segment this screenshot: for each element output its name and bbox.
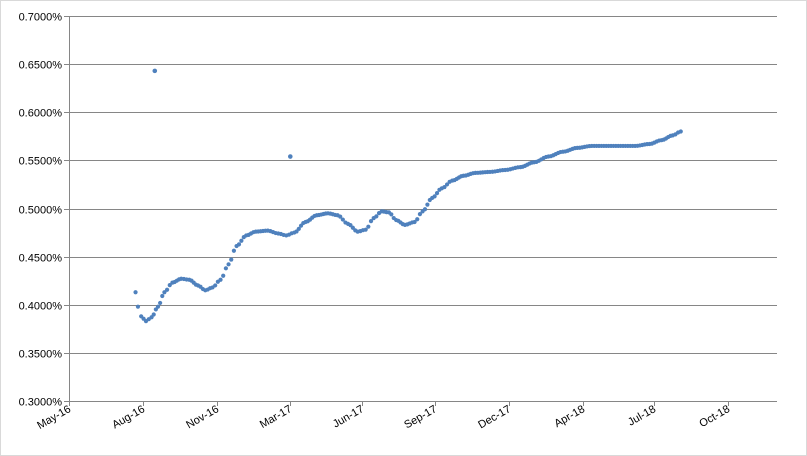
- data-point: [368, 219, 374, 224]
- y-tick-labels: 0.3000% 0.3500% 0.4000% 0.4500% 0.5000% 0.550…: [19, 12, 63, 409]
- data-point: [164, 287, 170, 292]
- data-point: [363, 227, 368, 232]
- y-tick-label: 0.5000%: [19, 205, 63, 217]
- x-tick-label: Aug-16: [110, 403, 147, 431]
- data-point: [221, 273, 226, 278]
- y-tick-label: 0.5500%: [19, 156, 63, 168]
- data-point: [374, 214, 379, 219]
- data-point: [415, 217, 420, 222]
- data-point: [167, 283, 172, 288]
- y-tick-label: 0.6000%: [19, 108, 63, 120]
- x-tick-label: Dec-17: [476, 403, 513, 431]
- axes: [64, 16, 777, 406]
- data-point: [412, 219, 417, 225]
- data-point: [425, 202, 430, 207]
- data-point: [338, 214, 343, 219]
- data-point-outlier: [288, 154, 293, 159]
- data-point: [218, 277, 223, 282]
- data-point: [296, 226, 301, 231]
- x-tick-label: Nov-16: [184, 403, 221, 431]
- x-tick-label: Jul-18: [626, 403, 658, 428]
- data-point: [213, 283, 218, 288]
- y-tick-label: 0.4500%: [19, 253, 63, 265]
- data-point: [678, 129, 683, 134]
- data-point: [444, 182, 450, 187]
- data-point: [442, 184, 447, 190]
- y-tick-label: 0.7000%: [19, 12, 63, 24]
- data-point: [133, 290, 138, 295]
- data-point: [135, 304, 141, 309]
- data-point: [151, 312, 156, 317]
- data-point: [229, 257, 234, 262]
- data-point-outlier: [152, 68, 158, 74]
- data-point: [417, 212, 423, 217]
- data-point: [340, 217, 345, 222]
- data-point: [160, 293, 165, 299]
- data-point: [236, 242, 242, 247]
- x-tick-label: Sep-17: [402, 403, 439, 431]
- data-point: [223, 266, 228, 271]
- data-point: [422, 207, 428, 212]
- data-point: [162, 290, 167, 295]
- data-point: [389, 212, 394, 217]
- y-tick-label: 0.3000%: [19, 397, 63, 409]
- data-point: [226, 262, 231, 267]
- data-point: [434, 191, 440, 196]
- x-tick-label: Oct-18: [697, 403, 732, 430]
- data-points: [133, 68, 683, 324]
- data-point: [239, 238, 244, 243]
- x-tick-label: Mar-17: [258, 403, 294, 431]
- x-tick-labels: May-16 Aug-16 Nov-16 Mar-17 Jun-17 Sep-17 Dec-…: [35, 403, 732, 432]
- data-point: [432, 194, 437, 199]
- data-point: [155, 304, 161, 309]
- x-tick-label: Apr-18: [552, 403, 587, 430]
- y-tick-label: 0.4000%: [19, 301, 63, 313]
- y-tick-label: 0.6500%: [19, 60, 63, 72]
- data-point: [158, 300, 163, 306]
- data-point: [366, 224, 371, 229]
- x-tick-label: Jun-17: [331, 403, 366, 430]
- data-point: [231, 248, 237, 253]
- y-tick-label: 0.3500%: [19, 349, 63, 361]
